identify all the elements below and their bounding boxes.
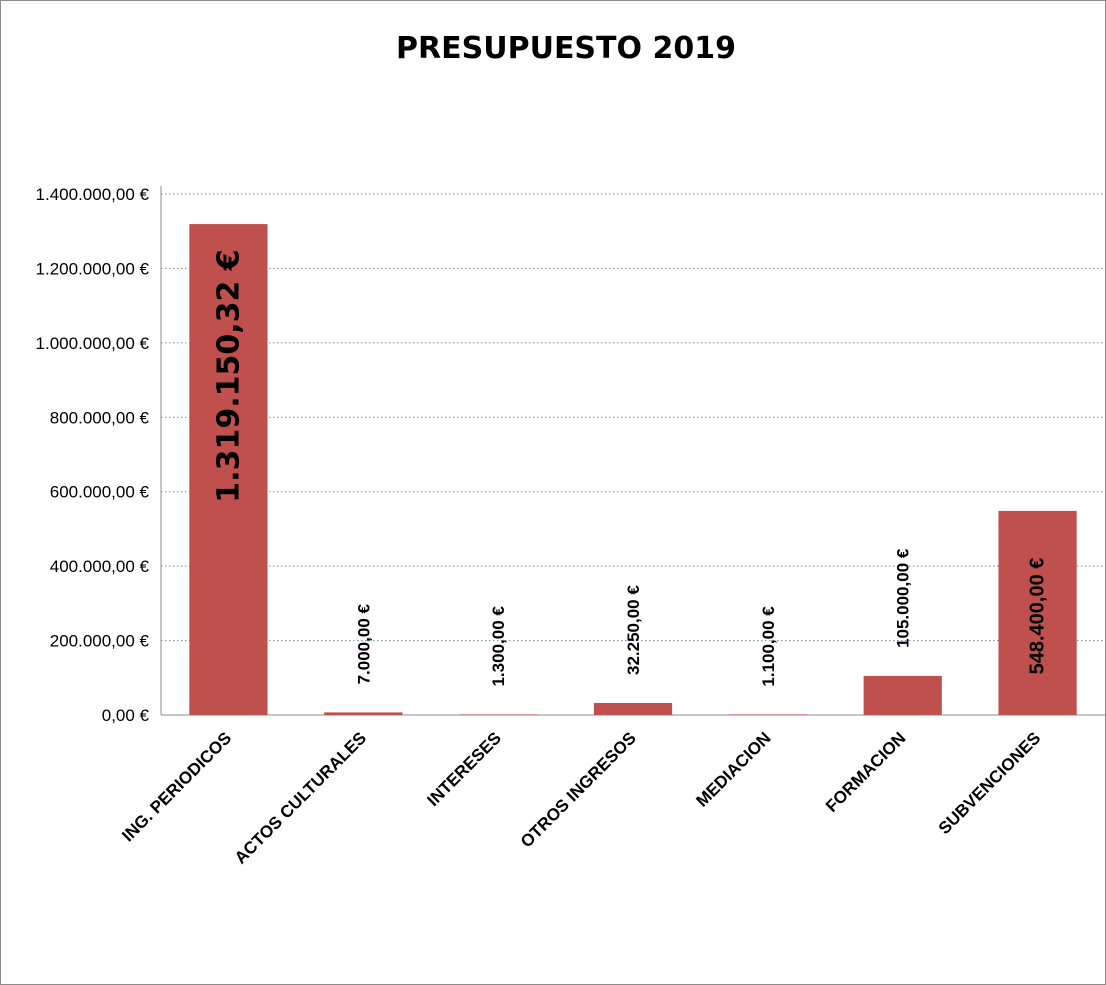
y-tick-label: 600.000,00 € — [50, 483, 150, 502]
data-label: 1.319.150,32 € — [211, 249, 246, 502]
bar — [594, 703, 672, 715]
bar — [459, 714, 537, 715]
y-tick-label: 400.000,00 € — [50, 557, 150, 576]
x-tick-label: ACTOS CULTURALES — [231, 728, 370, 867]
data-label: 1.300,00 € — [489, 606, 508, 687]
x-tick-label: MEDIACION — [692, 728, 774, 810]
x-tick-label: FORMACION — [822, 728, 910, 816]
y-tick-label: 0,00 € — [102, 706, 150, 725]
data-label: 548.400,00 € — [1027, 558, 1049, 675]
y-tick-label: 1.000.000,00 € — [36, 334, 150, 353]
data-label: 32.250,00 € — [624, 585, 643, 675]
data-label: 7.000,00 € — [354, 603, 373, 684]
data-label: 105.000,00 € — [894, 548, 913, 648]
bar — [324, 712, 402, 715]
bar — [864, 676, 942, 715]
y-tick-label: 800.000,00 € — [50, 408, 150, 427]
x-tick-label: INTERESES — [423, 728, 505, 810]
data-label: 1.100,00 € — [759, 606, 778, 687]
y-tick-label: 1.400.000,00 € — [36, 185, 150, 204]
x-tick-label: ING. PERIODICOS — [118, 728, 235, 845]
x-tick-label: SUBVENCIONES — [935, 728, 1045, 838]
y-tick-label: 200.000,00 € — [50, 632, 150, 651]
y-tick-label: 1.200.000,00 € — [36, 259, 150, 278]
x-tick-label: OTROS INGRESOS — [517, 728, 640, 851]
bar — [729, 714, 807, 715]
